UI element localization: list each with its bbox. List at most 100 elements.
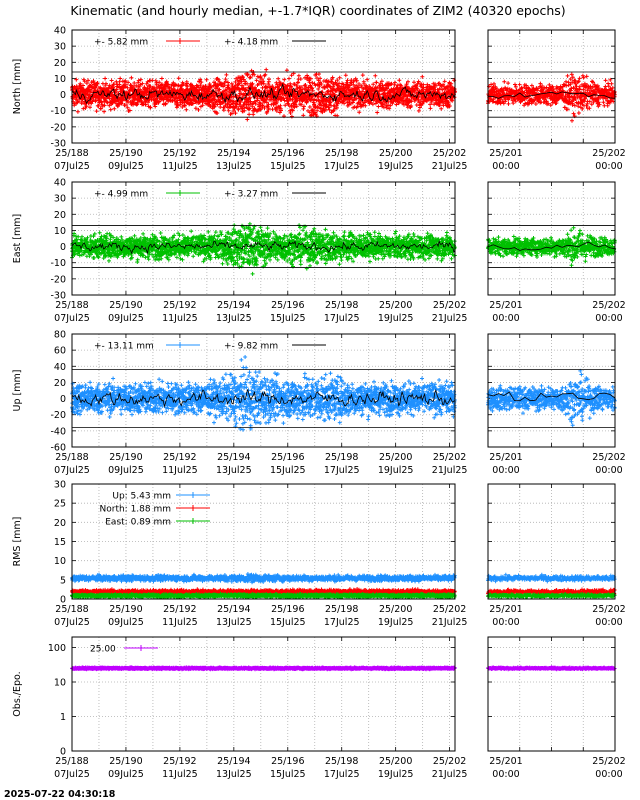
ytick-label: 20 — [54, 378, 66, 389]
zoom-xtick-label-bottom: 00:00 — [595, 161, 622, 172]
zoom-xtick-label-bottom: 00:00 — [492, 465, 519, 476]
zoom-xtick-label-bottom: 00:00 — [492, 313, 519, 324]
legend-obs-label: 25.00 — [90, 645, 116, 655]
ytick-label: 5 — [60, 575, 66, 586]
xtick-label-bottom: 13Jul25 — [216, 465, 252, 476]
legend-median-label: +- 4.18 mm — [224, 38, 278, 48]
ytick-label: -30 — [50, 139, 66, 150]
legend-scatter-marker — [177, 342, 183, 348]
xtick-label-bottom: 09Jul25 — [108, 769, 144, 780]
xtick-label-top: 25/190 — [109, 300, 142, 311]
north-xaxis: 25/188 07Jul25 25/190 09Jul25 25/192 11Jul25 2… — [54, 148, 626, 172]
ytick-label: 20 — [54, 518, 66, 529]
obs-zoom-frame — [487, 636, 616, 752]
xtick-label-bottom: 13Jul25 — [216, 161, 252, 172]
xtick-label-top: 25/188 — [55, 756, 88, 767]
xtick-label-top: 25/196 — [271, 604, 304, 615]
xtick-label-bottom: 21Jul25 — [432, 769, 468, 780]
xtick-label-bottom: 21Jul25 — [432, 465, 468, 476]
zoom-xtick-label-bottom: 00:00 — [492, 161, 519, 172]
rms-up-main — [70, 572, 457, 585]
zoom-xtick-label-bottom: 00:00 — [492, 769, 519, 780]
up-data — [70, 355, 617, 432]
xtick-label-top: 25/202 — [433, 148, 466, 159]
panel-rms: RMS [mm] 0 5 10 15 20 25 30 Up: 5.43 mm North: 1.… — [12, 480, 626, 629]
xtick-label-bottom: 19Jul25 — [378, 769, 414, 780]
xtick-label-bottom: 07Jul25 — [54, 769, 90, 780]
xtick-label-bottom: 19Jul25 — [378, 617, 414, 628]
ytick-label: -20 — [50, 410, 66, 421]
legend-east-marker — [190, 518, 196, 524]
xtick-label-top: 25/200 — [379, 148, 412, 159]
xtick-label-bottom: 09Jul25 — [108, 161, 144, 172]
xtick-label-bottom: 13Jul25 — [216, 617, 252, 628]
ytick-label: 15 — [54, 537, 66, 548]
xtick-label-top: 25/194 — [217, 756, 250, 767]
obs-scatter-main — [70, 665, 457, 672]
xtick-label-bottom: 17Jul25 — [324, 313, 360, 324]
north-main-axes: -30 -20 -10 0 10 20 30 40 — [50, 26, 455, 150]
zoom-xtick-label-top: 25/201 — [489, 756, 522, 767]
ytick-label: 30 — [54, 194, 66, 205]
xtick-label-bottom: 17Jul25 — [324, 769, 360, 780]
obs-legend: 25.00 — [90, 645, 158, 655]
ytick-label: 40 — [54, 178, 66, 189]
zoom-xtick-label-top: 25/202 — [592, 148, 625, 159]
xtick-label-bottom: 19Jul25 — [378, 161, 414, 172]
legend-east-label: East: 0.89 mm — [105, 518, 171, 528]
ytick-label: 1 — [60, 712, 66, 723]
ytick-label: -30 — [50, 291, 66, 302]
ytick-label: 10 — [54, 678, 66, 689]
xtick-label-top: 25/200 — [379, 300, 412, 311]
up-xaxis: 25/188 07Jul25 25/190 09Jul25 25/192 11Jul25 2… — [54, 452, 626, 476]
xtick-label-top: 25/190 — [109, 604, 142, 615]
legend-obs-marker — [138, 645, 144, 651]
panel-up: Up [mm] -60 -40 -20 0 20 40 60 80 +- 13.11 mm +- 9… — [12, 330, 626, 477]
xtick-label-bottom: 11Jul25 — [162, 769, 198, 780]
zoom-xtick-label-top: 25/202 — [592, 452, 625, 463]
legend-scatter-label: +- 4.99 mm — [94, 190, 148, 200]
east-ylabel: East [mm] — [12, 214, 23, 263]
xtick-label-top: 25/200 — [379, 756, 412, 767]
legend-up-marker — [190, 492, 196, 498]
obs-xaxis: 25/188 07Jul25 25/190 09Jul25 25/192 11Jul25 2… — [54, 756, 626, 780]
rms-legend: Up: 5.43 mm North: 1.88 mm East: 0.89 mm — [100, 492, 210, 528]
xtick-label-bottom: 07Jul25 — [54, 161, 90, 172]
xtick-label-bottom: 19Jul25 — [378, 313, 414, 324]
rms-data — [70, 572, 617, 600]
timestamp: 2025-07-22 04:30:18 — [4, 789, 116, 800]
ytick-label: 40 — [54, 26, 66, 37]
ytick-label: -20 — [50, 122, 66, 133]
xtick-label-top: 25/188 — [55, 148, 88, 159]
xtick-label-bottom: 09Jul25 — [108, 313, 144, 324]
north-legend: +- 5.82 mm +- 4.18 mm — [94, 38, 326, 48]
xtick-label-top: 25/196 — [271, 148, 304, 159]
xtick-label-top: 25/190 — [109, 452, 142, 463]
zoom-xtick-label-top: 25/201 — [489, 452, 522, 463]
xtick-label-top: 25/196 — [271, 756, 304, 767]
ytick-label: 10 — [54, 74, 66, 85]
xtick-label-top: 25/202 — [433, 604, 466, 615]
xtick-label-bottom: 17Jul25 — [324, 465, 360, 476]
east-main-axes: -30 -20 -10 0 10 20 30 40 — [50, 178, 455, 302]
xtick-label-top: 25/192 — [163, 756, 196, 767]
xtick-label-bottom: 15Jul25 — [270, 769, 306, 780]
xtick-label-bottom: 21Jul25 — [432, 161, 468, 172]
xtick-label-bottom: 07Jul25 — [54, 465, 90, 476]
obs-scatter-zoom — [486, 665, 617, 672]
up-main-frame — [71, 333, 456, 448]
rms-xaxis: 25/188 07Jul25 25/190 09Jul25 25/192 11Jul25 2… — [54, 604, 626, 628]
ytick-label: 20 — [54, 210, 66, 221]
north-median-main — [71, 82, 456, 105]
xtick-label-top: 25/192 — [163, 300, 196, 311]
obs-ylabel: Obs./Epo. — [12, 671, 23, 716]
xtick-label-top: 25/192 — [163, 452, 196, 463]
zoom-xtick-label-top: 25/201 — [489, 604, 522, 615]
xtick-label-top: 25/198 — [325, 300, 358, 311]
xtick-label-top: 25/202 — [433, 300, 466, 311]
ytick-label: -10 — [50, 258, 66, 269]
north-median-zoom — [487, 91, 616, 99]
xtick-label-bottom: 11Jul25 — [162, 617, 198, 628]
